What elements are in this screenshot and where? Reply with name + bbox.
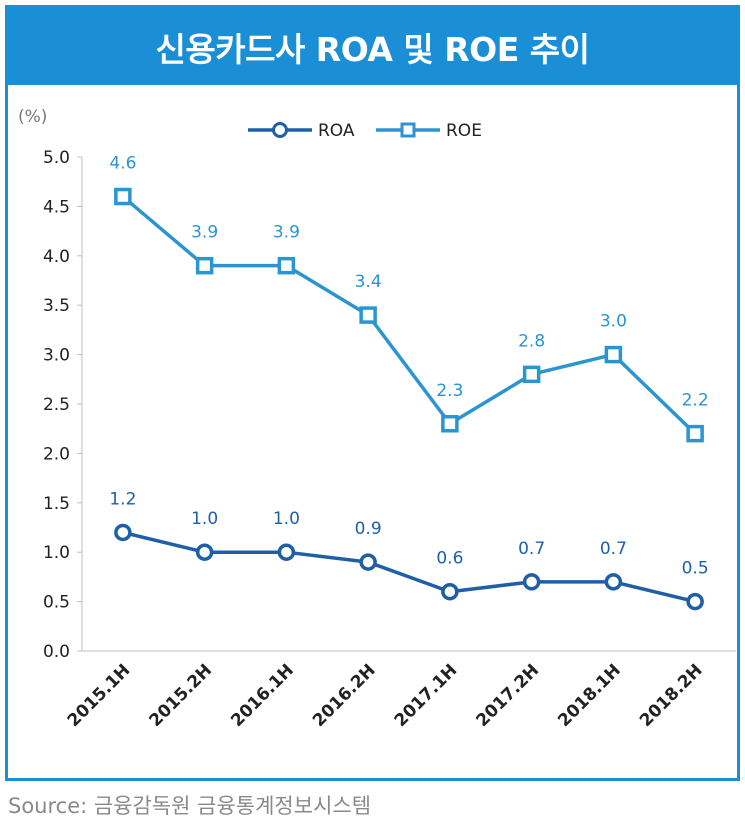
- data-label-roa: 0.7: [518, 539, 545, 559]
- x-tick-label: 2018.1H: [554, 660, 625, 731]
- series-line-roe: [121, 195, 697, 435]
- data-label-roa: 1.2: [109, 489, 136, 509]
- series-line-roa: [122, 530, 696, 604]
- legend: ROA ROE: [248, 121, 482, 141]
- data-label-roe: 3.4: [355, 272, 382, 292]
- data-label-roa: 1.0: [191, 509, 218, 529]
- data-label-roe: 2.2: [682, 391, 709, 411]
- chart-title: 신용카드사 ROA 및 ROE 추이: [155, 29, 590, 69]
- x-axis-ticks: 2015.1H 2015.2H 2016.1H 2016.2H 2017.1H 2017.…: [64, 660, 707, 731]
- data-label-roa: 0.6: [436, 549, 463, 569]
- y-tick-label: 1.0: [43, 543, 70, 563]
- y-tick-label: 2.5: [43, 395, 70, 415]
- point-roe: [686, 424, 704, 443]
- unit-label: (%): [18, 107, 47, 127]
- point-roe: [359, 306, 377, 324]
- x-tick-label: 2015.1H: [64, 660, 135, 731]
- title-bar: 신용카드사 ROA 및 ROE 추이: [8, 8, 737, 85]
- data-label-roa: 0.9: [355, 519, 382, 539]
- y-axis-ticks: 0.0 0.5 1.0 1.5 2.0 2.5 3.0 3.5 4.0 4.5 5.0: [43, 148, 82, 662]
- x-tick-label: 2017.1H: [391, 660, 462, 731]
- point-roa: [441, 582, 459, 601]
- data-label-roe: 4.6: [109, 154, 136, 174]
- point-roa: [195, 543, 214, 561]
- y-tick-label: 1.5: [43, 494, 70, 514]
- y-tick-label: 5.0: [43, 148, 70, 168]
- x-tick-label: 2017.2H: [473, 660, 544, 731]
- y-tick-label: 4.5: [43, 197, 70, 217]
- point-roa: [522, 573, 541, 591]
- legend-label-roe: ROE: [446, 121, 482, 141]
- point-roe: [195, 256, 214, 275]
- point-roa: [686, 592, 704, 611]
- point-roa: [359, 553, 377, 571]
- point-roe: [114, 187, 132, 206]
- x-tick-label: 2016.2H: [309, 660, 380, 731]
- legend-label-roa: ROA: [318, 121, 355, 141]
- data-label-roe: 3.9: [273, 223, 300, 243]
- y-tick-label: 0.0: [43, 642, 70, 662]
- source-note: Source: 금융감독원 금융통계정보시스템: [8, 794, 372, 818]
- chart-frame: 신용카드사 ROA 및 ROE 추이: [5, 5, 740, 781]
- y-tick-label: 3.5: [43, 296, 70, 316]
- data-label-roa: 0.5: [682, 559, 709, 579]
- point-roe: [522, 365, 541, 384]
- data-label-roe: 3.0: [600, 312, 627, 332]
- y-tick-label: 3.0: [43, 346, 70, 366]
- x-tick-label: 2015.2H: [146, 660, 217, 731]
- point-roe: [604, 345, 623, 364]
- data-label-roe: 3.9: [191, 223, 218, 243]
- y-tick-label: 0.5: [43, 593, 70, 613]
- data-label-roe: 2.8: [518, 331, 545, 351]
- point-roa: [604, 573, 623, 591]
- x-tick-label: 2018.2H: [636, 660, 707, 731]
- x-tick-label: 2016.1H: [227, 660, 298, 731]
- point-roa: [114, 523, 132, 542]
- data-label-roe: 2.3: [436, 381, 463, 401]
- series-layer: 1.2 1.0 1.0 0.9 0.6 0.7 0.7 0.5 4.6 3.9 3.9 3.4 2.3 2…: [109, 154, 709, 611]
- y-tick-label: 4.0: [43, 247, 70, 267]
- point-roe: [277, 256, 296, 275]
- point-roe: [441, 415, 459, 433]
- data-label-roa: 1.0: [273, 509, 300, 529]
- data-label-roa: 0.7: [600, 539, 627, 559]
- legend-marker-roa: [272, 122, 288, 138]
- point-roa: [277, 543, 296, 561]
- legend-marker-roe: [400, 122, 416, 138]
- y-tick-label: 2.0: [43, 444, 70, 464]
